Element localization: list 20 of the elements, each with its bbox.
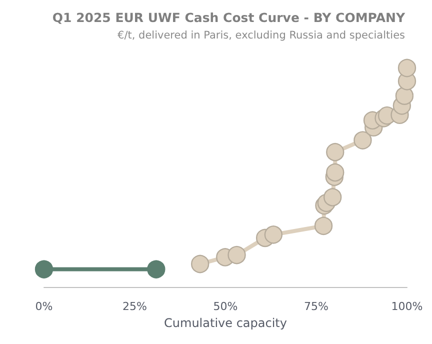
x-tick-label: 25% (122, 300, 147, 313)
x-tick-label: 75% (304, 300, 328, 313)
point (34, 260, 54, 278)
point (264, 226, 283, 244)
point (147, 260, 166, 278)
x-tick-label: 100% (391, 300, 423, 313)
x-axis-title: Cumulative capacity (164, 316, 287, 330)
point (395, 86, 414, 105)
point (326, 163, 344, 182)
chart-subtitle: €/t, delivered in Paris, excluding Russia and specialties (118, 30, 405, 42)
point (398, 58, 416, 78)
chart-title: Q1 2025 EUR UWF Cash Cost Curve - BY COMPANY (52, 10, 406, 25)
point (326, 143, 344, 162)
point (191, 254, 210, 274)
x-tick-label: 50% (213, 300, 238, 313)
point (324, 188, 342, 206)
x-tick-label: 0% (35, 300, 53, 313)
point (228, 246, 246, 264)
point (314, 216, 333, 235)
point (354, 131, 372, 150)
